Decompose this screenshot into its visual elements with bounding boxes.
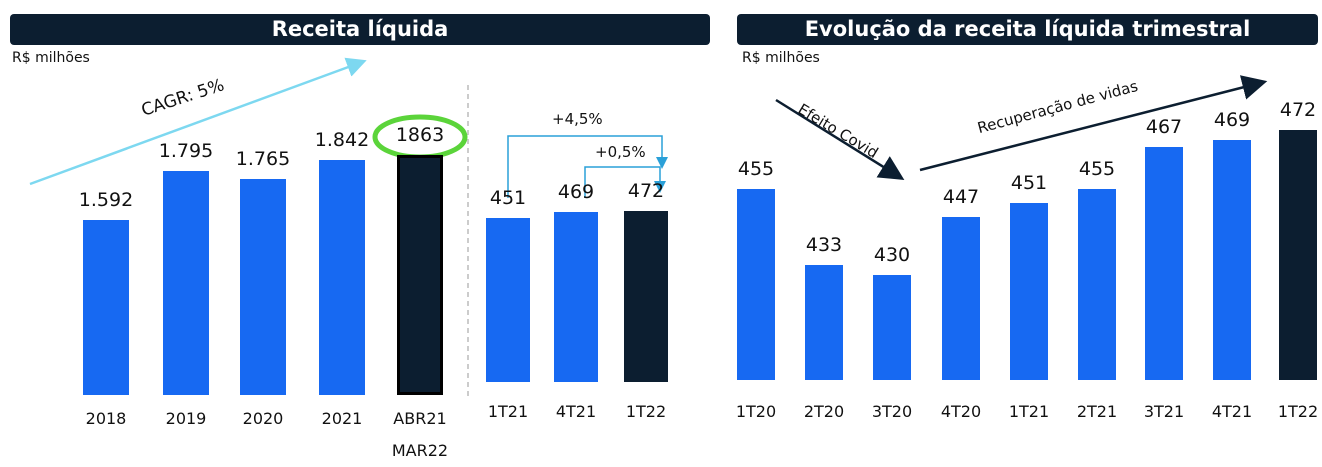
bar — [486, 218, 530, 382]
x-tick-label: 3T21 — [1143, 402, 1185, 421]
x-tick-label: 2T20 — [803, 402, 845, 421]
x-tick-label: 2T21 — [1076, 402, 1118, 421]
bar — [397, 155, 443, 395]
value-label: 1.795 — [158, 140, 214, 163]
panel-title: Evolução da receita líquida trimestral — [737, 14, 1318, 45]
bar — [942, 216, 980, 380]
x-tick-label: ABR21 MAR22 — [391, 409, 449, 460]
value-label: 455 — [737, 157, 775, 180]
value-label: 472 — [627, 180, 665, 202]
bracket — [584, 166, 666, 198]
bar — [737, 188, 775, 380]
value-label: 433 — [805, 233, 843, 256]
value-label: 469 — [1213, 109, 1251, 132]
value-label: 1.765 — [235, 147, 291, 170]
x-tick-label: 1T20 — [735, 402, 777, 421]
value-label: 451 — [1010, 171, 1048, 194]
bar — [1213, 140, 1251, 380]
bracket — [507, 135, 668, 198]
bar — [1078, 188, 1116, 380]
x-tick-label: 4T21 — [1211, 402, 1253, 421]
x-tick-label: 1T21 — [1008, 402, 1050, 421]
value-label: 1.592 — [78, 189, 134, 212]
bar — [163, 171, 209, 395]
value-label: 430 — [873, 244, 911, 267]
unit-label: R$ milhões — [12, 50, 90, 66]
bar — [805, 264, 843, 380]
panel-title: Receita líquida — [10, 14, 710, 45]
bar — [554, 212, 598, 382]
value-label: 447 — [942, 185, 980, 208]
bar — [873, 275, 911, 380]
recovery-arrow — [919, 75, 1268, 172]
annotation: +4,5% — [552, 110, 603, 128]
value-label: 472 — [1279, 99, 1317, 121]
covid-arrow — [775, 98, 905, 180]
value-label: 455 — [1078, 157, 1116, 180]
value-label: 469 — [557, 181, 595, 203]
x-tick-label: 4T20 — [940, 402, 982, 421]
bar — [1279, 130, 1317, 380]
x-tick-label: 3T20 — [871, 402, 913, 421]
value-label: 451 — [489, 187, 527, 209]
x-tick-label: 2020 — [242, 409, 284, 428]
bar — [319, 160, 365, 395]
x-tick-label: 1T22 — [1277, 402, 1319, 421]
x-tick-label: 4T21 — [555, 402, 597, 421]
x-tick-label: 1T22 — [625, 402, 667, 421]
annotation: +0,5% — [595, 143, 646, 161]
x-tick-label: 2018 — [85, 409, 127, 428]
unit-label: R$ milhões — [742, 50, 820, 66]
bar — [624, 211, 668, 382]
cagr-arrow — [29, 57, 367, 186]
bar — [1145, 147, 1183, 380]
x-tick-label: 2019 — [165, 409, 207, 428]
value-label: 1863 — [395, 124, 445, 146]
value-label: 1.842 — [314, 129, 370, 152]
value-label: 467 — [1145, 116, 1183, 139]
bar — [1010, 202, 1048, 380]
x-tick-label: 1T21 — [487, 402, 529, 421]
bar — [240, 178, 286, 395]
x-tick-label: 2021 — [321, 409, 363, 428]
bar — [83, 220, 129, 395]
